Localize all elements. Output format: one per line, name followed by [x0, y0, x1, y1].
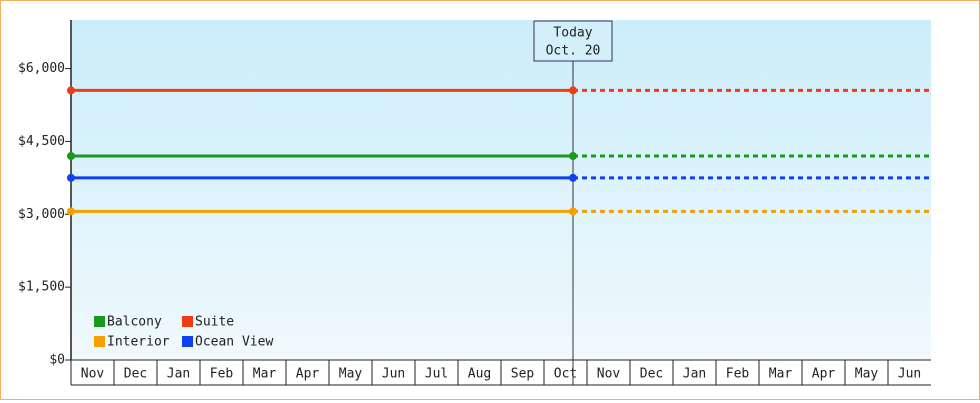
- legend-label: Suite: [195, 315, 234, 330]
- marker: [569, 152, 577, 160]
- y-tick-label: $6,000: [18, 61, 65, 76]
- legend-swatch: [182, 316, 193, 327]
- today-label: Oct. 20: [546, 44, 601, 59]
- x-tick-label: Dec: [640, 367, 663, 382]
- x-tick-label: Nov: [81, 367, 105, 382]
- x-tick-label: Sep: [511, 367, 535, 382]
- x-tick-label: Dec: [124, 367, 147, 382]
- legend-swatch: [94, 336, 105, 347]
- x-tick-label: Jun: [898, 367, 921, 382]
- marker: [67, 152, 75, 160]
- x-tick-label: Jul: [425, 367, 448, 382]
- marker: [67, 86, 75, 95]
- x-tick-label: Mar: [253, 367, 277, 382]
- x-tick-label: Apr: [812, 367, 836, 382]
- today-label: Today: [553, 26, 592, 41]
- x-tick-label: Aug: [468, 367, 491, 382]
- marker: [67, 173, 75, 182]
- y-tick-label: $4,500: [18, 134, 65, 149]
- legend-swatch: [182, 336, 193, 347]
- y-tick-label: $1,500: [18, 280, 65, 295]
- legend-label: Interior: [107, 335, 170, 350]
- legend-label: Ocean View: [195, 335, 273, 350]
- marker: [569, 86, 577, 95]
- x-tick-label: May: [339, 367, 363, 382]
- x-tick-label: Jan: [167, 367, 190, 382]
- today-box: [533, 20, 613, 62]
- marker: [569, 173, 577, 182]
- x-tick-label: Jun: [382, 367, 405, 382]
- x-tick-label: Jan: [683, 367, 706, 382]
- legend-swatch: [94, 316, 105, 327]
- x-tick-label: Mar: [769, 367, 793, 382]
- legend-label: Balcony: [107, 315, 162, 330]
- y-tick-label: $3,000: [18, 207, 65, 222]
- x-tick-label: May: [855, 367, 879, 382]
- marker: [569, 207, 577, 216]
- y-tick-label: $0: [49, 353, 65, 368]
- x-tick-label: Feb: [210, 367, 234, 382]
- x-tick-label: Nov: [597, 367, 621, 382]
- plot-area: [71, 20, 931, 360]
- x-tick-label: Oct: [554, 367, 577, 382]
- marker: [67, 207, 75, 216]
- x-tick-label: Feb: [726, 367, 750, 382]
- x-tick-label: Apr: [296, 367, 320, 382]
